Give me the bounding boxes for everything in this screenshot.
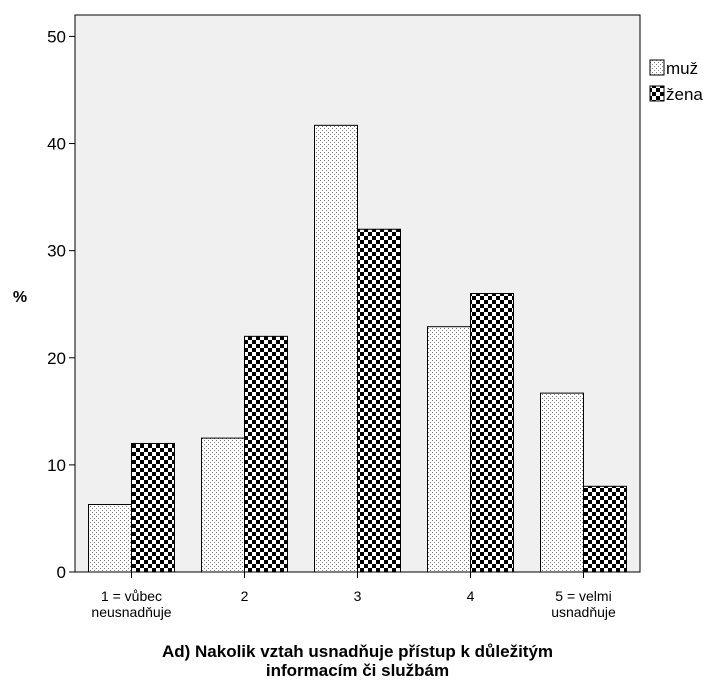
- x-tick-label: 3: [354, 588, 362, 604]
- x-tick-label: 4: [467, 588, 475, 604]
- bars-group: [88, 124, 627, 573]
- x-tick-label: 2: [241, 588, 249, 604]
- y-tick-label: 10: [47, 456, 66, 475]
- x-tick-label: 1 = vůbec: [101, 588, 162, 604]
- legend: muž žena: [649, 59, 703, 104]
- x-tick-label: neusnadňuje: [91, 604, 171, 620]
- y-axis-label: %: [13, 289, 27, 306]
- bar-zena-5: [583, 485, 627, 573]
- x-tick-label: usnadňuje: [551, 604, 616, 620]
- x-tick-label: 5 = velmi: [555, 588, 611, 604]
- legend-label: muž: [666, 59, 698, 78]
- bar-zena-1: [131, 442, 175, 573]
- x-axis-label: Ad) Nakolik vztah usnadňuje přístup k dů…: [162, 642, 553, 661]
- bar-muz-2: [201, 437, 245, 573]
- y-tick-label: 0: [57, 563, 66, 582]
- bar-zena-4: [470, 293, 514, 573]
- x-axis-label: informacím či službám: [266, 661, 449, 680]
- bar-muz-3: [314, 124, 358, 573]
- bar-muz-1: [88, 504, 132, 573]
- y-tick-label: 30: [47, 242, 66, 261]
- legend-label: žena: [666, 85, 703, 104]
- bar-muz-4: [427, 326, 471, 573]
- y-tick-label: 40: [47, 135, 66, 154]
- bar-zena-2: [244, 335, 288, 573]
- bar-zena-3: [357, 228, 401, 573]
- legend-swatch-zena: [649, 85, 665, 102]
- bar-muz-5: [540, 392, 584, 573]
- y-tick-label: 20: [47, 349, 66, 368]
- legend-swatch-muz: [649, 59, 665, 76]
- y-tick-label: 50: [47, 27, 66, 46]
